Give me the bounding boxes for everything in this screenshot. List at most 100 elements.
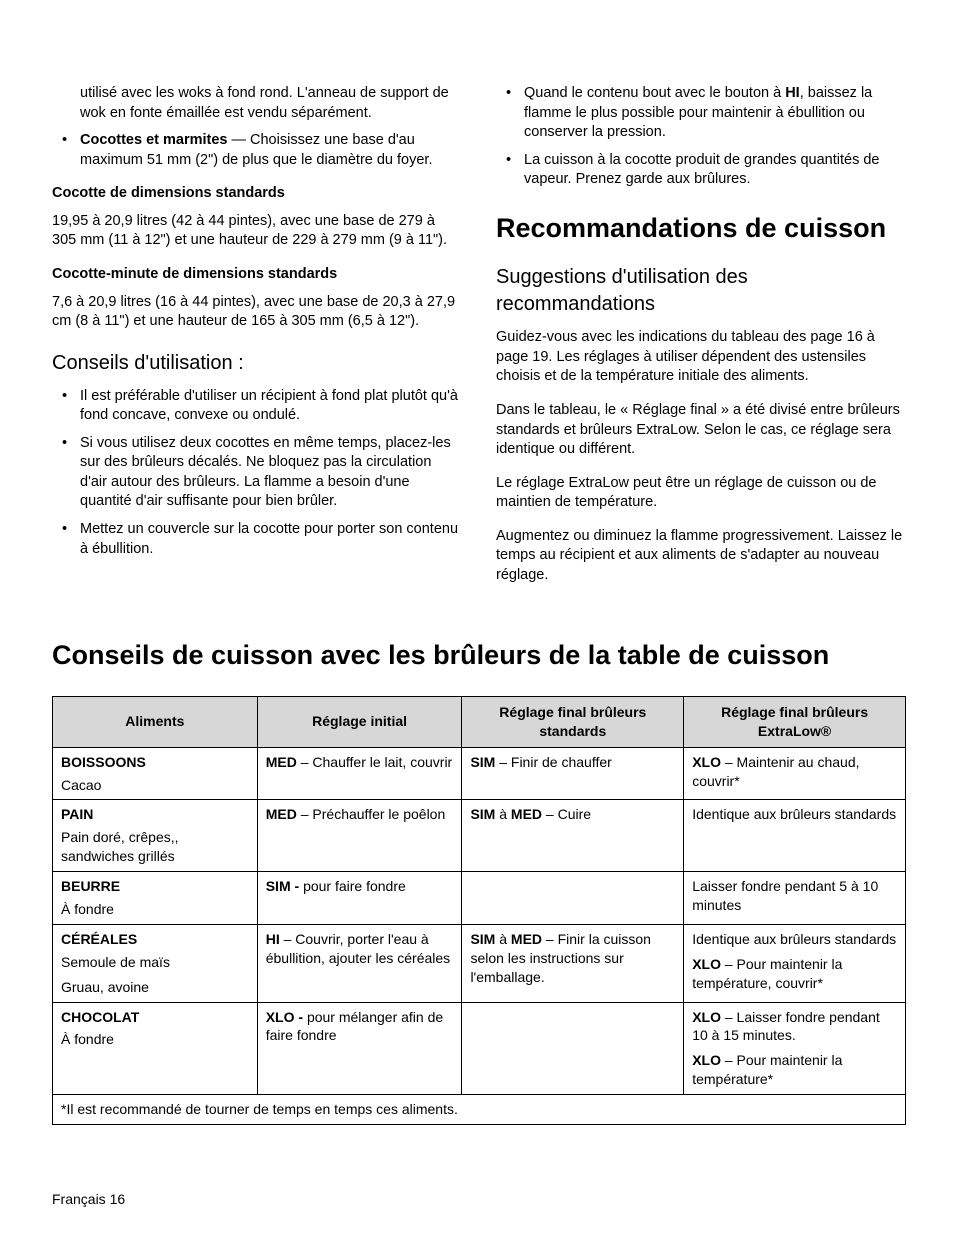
table-body: BOISSOONS Cacao MED – Chauffer le lait, … xyxy=(53,747,906,1124)
cell-aliments: BOISSOONS Cacao xyxy=(53,747,258,800)
setting-label: SIM xyxy=(470,806,495,822)
usage-tips-list: Il est préférable d'utiliser un récipien… xyxy=(52,387,462,560)
food-detail: Pain doré, crêpes,, sandwiches grillés xyxy=(61,828,249,866)
cell-aliments: PAIN Pain doré, crêpes,, sandwiches gril… xyxy=(53,800,258,872)
list-item: Quand le contenu bout avec le bouton à H… xyxy=(496,84,906,143)
table-footnote: *Il est recommandé de tourner de temps e… xyxy=(53,1095,906,1125)
table-head: Aliments Réglage initial Réglage final b… xyxy=(53,696,906,747)
food-detail: Cacao xyxy=(61,776,249,795)
setting-text: – Chauffer le lait, couvrir xyxy=(297,754,452,770)
rec-para-4: Augmentez ou diminuez la flamme progress… xyxy=(496,527,906,586)
setting-label: SIM xyxy=(470,931,495,947)
pressure-cocotte-text: 7,6 à 20,9 litres (16 à 44 pintes), avec… xyxy=(52,293,462,332)
setting-label: XLO xyxy=(692,1052,721,1068)
cell-initial: SIM - pour faire fondre xyxy=(257,872,462,925)
setting-label: MED xyxy=(511,931,542,947)
setting-text: – Cuire xyxy=(542,806,591,822)
food-detail: À fondre xyxy=(61,900,249,919)
list-item: Il est préférable d'utiliser un récipien… xyxy=(52,387,462,426)
setting-text: – Laisser fondre pendant 10 à 15 minutes… xyxy=(692,1009,880,1044)
hi-label: HI xyxy=(785,85,800,101)
setting-label: MED xyxy=(266,806,297,822)
right-column: Quand le contenu bout avec le bouton à H… xyxy=(496,52,906,599)
cell-std: SIM – Finir de chauffer xyxy=(462,747,684,800)
cell-xlo: Laisser fondre pendant 5 à 10 minutes xyxy=(684,872,906,925)
cell-initial: MED – Préchauffer le poêlon xyxy=(257,800,462,872)
wok-note-text: utilisé avec les woks à fond rond. L'ann… xyxy=(80,85,449,121)
table-row: BOISSOONS Cacao MED – Chauffer le lait, … xyxy=(53,747,906,800)
col-reglage-initial: Réglage initial xyxy=(257,696,462,747)
food-detail: À fondre xyxy=(61,1030,249,1049)
left-intro-list: utilisé avec les woks à fond rond. L'ann… xyxy=(52,84,462,170)
setting-text: Laisser fondre pendant 5 à 10 minutes xyxy=(692,878,878,913)
two-column-area: utilisé avec les woks à fond rond. L'ann… xyxy=(52,52,906,599)
cell-xlo: XLO – Maintenir au chaud, couvrir* xyxy=(684,747,906,800)
setting-label: XLO xyxy=(692,1009,721,1025)
setting-label: MED xyxy=(266,754,297,770)
usage-tips-heading: Conseils d'utilisation : xyxy=(52,350,462,377)
cell-std: SIM à MED – Cuire xyxy=(462,800,684,872)
std-cocotte-text: 19,95 à 20,9 litres (42 à 44 pintes), av… xyxy=(52,212,462,251)
food-name: CÉRÉALES xyxy=(61,931,137,947)
wok-note: utilisé avec les woks à fond rond. L'ann… xyxy=(52,84,462,123)
table-row: PAIN Pain doré, crêpes,, sandwiches gril… xyxy=(53,800,906,872)
setting-label: MED xyxy=(511,806,542,822)
food-name: BEURRE xyxy=(61,878,120,894)
cell-std: SIM à MED – Finir la cuisson selon les i… xyxy=(462,924,684,1002)
food-name: CHOCOLAT xyxy=(61,1009,139,1025)
cocottes-label: Cocottes et marmites xyxy=(80,132,227,148)
rec-para-2: Dans le tableau, le « Réglage final » a … xyxy=(496,401,906,460)
left-column: utilisé avec les woks à fond rond. L'ann… xyxy=(52,52,462,599)
list-item: Mettez un couvercle sur la cocotte pour … xyxy=(52,520,462,559)
cell-std xyxy=(462,872,684,925)
food-detail: Semoule de maïs xyxy=(61,953,249,972)
cell-aliments: BEURRE À fondre xyxy=(53,872,258,925)
suggestions-subheading: Suggestions d'utilisation des recommanda… xyxy=(496,264,906,318)
cocottes-item: Cocottes et marmites — Choisissez une ba… xyxy=(52,131,462,170)
table-row: BEURRE À fondre SIM - pour faire fondre … xyxy=(53,872,906,925)
steam-warning: La cuisson à la cocotte produit de grand… xyxy=(524,152,880,188)
cell-initial: MED – Chauffer le lait, couvrir xyxy=(257,747,462,800)
setting-text: – Préchauffer le poêlon xyxy=(297,806,445,822)
table-footnote-row: *Il est recommandé de tourner de temps e… xyxy=(53,1095,906,1125)
cell-xlo: Identique aux brûleurs standards xyxy=(684,800,906,872)
setting-label: SIM - xyxy=(266,878,303,894)
col-reglage-std: Réglage final brûleurs standards xyxy=(462,696,684,747)
cell-aliments: CÉRÉALES Semoule de maïs Gruau, avoine xyxy=(53,924,258,1002)
setting-label: XLO - xyxy=(266,1009,307,1025)
cell-std xyxy=(462,1002,684,1095)
col-reglage-xlo: Réglage final brûleurs ExtraLow® xyxy=(684,696,906,747)
tip-text: Si vous utilisez deux cocottes en même t… xyxy=(80,435,451,510)
page-footer: Français 16 xyxy=(52,1190,125,1209)
setting-label: XLO xyxy=(692,754,721,770)
setting-text: Identique aux brûleurs standards xyxy=(692,931,896,947)
cooking-table: Aliments Réglage initial Réglage final b… xyxy=(52,696,906,1125)
setting-label: SIM xyxy=(470,754,495,770)
std-cocotte-heading: Cocotte de dimensions standards xyxy=(52,184,462,204)
pressure-cocotte-heading: Cocotte-minute de dimensions standards xyxy=(52,265,462,285)
tip-text: Il est préférable d'utiliser un récipien… xyxy=(80,388,458,424)
tip-text: Mettez un couvercle sur la cocotte pour … xyxy=(80,521,458,557)
list-item: Si vous utilisez deux cocottes en même t… xyxy=(52,434,462,512)
setting-sep: à xyxy=(495,806,511,822)
setting-text: Identique aux brûleurs standards xyxy=(692,806,896,822)
setting-text: – Finir de chauffer xyxy=(495,754,611,770)
page: utilisé avec les woks à fond rond. L'ann… xyxy=(0,0,954,1235)
table-row: CHOCOLAT À fondre XLO - pour mélanger af… xyxy=(53,1002,906,1095)
table-row: CÉRÉALES Semoule de maïs Gruau, avoine H… xyxy=(53,924,906,1002)
right-top-list: Quand le contenu bout avec le bouton à H… xyxy=(496,84,906,190)
cell-initial: XLO - pour mélanger afin de faire fondre xyxy=(257,1002,462,1095)
cell-xlo: Identique aux brûleurs standards XLO – P… xyxy=(684,924,906,1002)
col-aliments: Aliments xyxy=(53,696,258,747)
cell-xlo: XLO – Laisser fondre pendant 10 à 15 min… xyxy=(684,1002,906,1095)
food-name: PAIN xyxy=(61,806,93,822)
hi-note-a: Quand le contenu bout avec le bouton à xyxy=(524,85,785,101)
rec-para-1: Guidez-vous avec les indications du tabl… xyxy=(496,328,906,387)
food-detail: Gruau, avoine xyxy=(61,978,249,997)
table-header-row: Aliments Réglage initial Réglage final b… xyxy=(53,696,906,747)
setting-text: – Couvrir, porter l'eau à ébullition, aj… xyxy=(266,931,450,966)
setting-text: pour faire fondre xyxy=(303,878,406,894)
cell-aliments: CHOCOLAT À fondre xyxy=(53,1002,258,1095)
setting-label: XLO xyxy=(692,956,721,972)
cooking-tips-heading: Conseils de cuisson avec les brûleurs de… xyxy=(52,637,906,673)
